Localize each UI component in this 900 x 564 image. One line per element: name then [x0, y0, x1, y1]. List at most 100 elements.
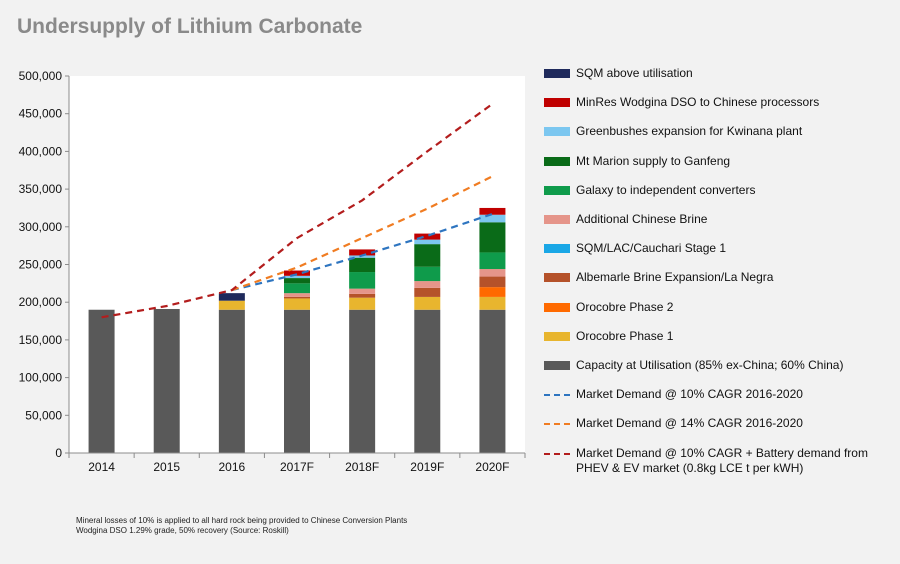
bar-segment-2017f-galaxy-to-independent-converters: [284, 283, 310, 294]
legend-swatch: [544, 273, 570, 283]
legend-swatch: [544, 361, 570, 370]
legend-swatch: [544, 423, 570, 426]
legend-label: Market Demand @ 10% CAGR + Battery deman…: [576, 445, 868, 475]
x-tick-labels: 2014 2015 2016 2017F 2018F 2019F 2020F: [88, 460, 509, 474]
y-tick-label: 500,000: [19, 69, 63, 83]
bar-segment-2018f-mt-marion-supply-to-ganfeng: [349, 257, 376, 273]
legend-label: Market Demand @ 14% CAGR 2016-2020: [576, 416, 803, 431]
legend-item: Market Demand @ 14% CAGR 2016-2020: [544, 416, 886, 431]
x-tick-label: 2017F: [280, 460, 314, 474]
bar-segment-2020f-capacity-at-utilisation-85-ex-china-60-c: [479, 309, 506, 453]
bar-segment-2017f-capacity-at-utilisation-85-ex-china-60-c: [284, 309, 310, 453]
x-tick-label: 2020F: [475, 460, 509, 474]
legend-item: Additional Chinese Brine: [544, 212, 886, 227]
y-tick-label: 300,000: [19, 220, 63, 234]
footnote: Mineral losses of 10% is applied to all …: [76, 516, 407, 536]
bar-segment-2016-orocobre-phase-1: [218, 300, 245, 310]
bar-layer: [88, 207, 506, 453]
x-tick-label: 2019F: [410, 460, 444, 474]
legend-label: SQM/LAC/Cauchari Stage 1: [576, 241, 727, 256]
bar-segment-2018f-capacity-at-utilisation-85-ex-china-60-c: [349, 309, 376, 453]
legend-swatch: [544, 127, 570, 137]
bar-segment-2015-capacity-at-utilisation-85-ex-china-60-c: [153, 308, 180, 453]
legend-item: SQM above utilisation: [544, 66, 886, 81]
bar-segment-2017f-mt-marion-supply-to-ganfeng: [284, 278, 310, 284]
bar-segment-2017f-minres-wodgina-dso-to-chinese-processors: [284, 270, 310, 276]
bar-segment-2018f-additional-chinese-brine: [349, 288, 376, 294]
legend-label: Additional Chinese Brine: [576, 212, 708, 226]
legend-item: Orocobre Phase 1: [544, 329, 886, 344]
y-tick-label: 50,000: [25, 408, 62, 422]
bar-segment-2020f-additional-chinese-brine: [479, 269, 506, 277]
bar-segment-2019f-orocobre-phase-1: [414, 296, 441, 310]
x-tick-label: 2016: [219, 460, 246, 474]
y-tick-label: 150,000: [19, 333, 63, 347]
bar-segment-2017f-greenbushes-expansion-for-kwinana-plant: [284, 275, 310, 279]
bar-segment-2016-capacity-at-utilisation-85-ex-china-60-c: [218, 309, 245, 453]
y-tick-labels: 0 50,000 100,000 150,000 200,000 250,000 300,0…: [19, 69, 63, 460]
legend-swatch: [544, 394, 570, 397]
chart-canvas: 0 50,000 100,000 150,000 200,000 250,000 300,0…: [19, 69, 526, 474]
legend-swatch: [544, 244, 570, 254]
bar-segment-2019f-minres-wodgina-dso-to-chinese-processors: [414, 233, 441, 240]
bar-segment-2019f-additional-chinese-brine: [414, 281, 441, 288]
legend-item: MinRes Wodgina DSO to Chinese processors: [544, 95, 886, 110]
y-tick-label: 350,000: [19, 182, 63, 196]
legend-swatch: [544, 69, 570, 78]
legend-item: Market Demand @ 10% CAGR + Battery deman…: [544, 446, 886, 476]
bar-segment-2017f-additional-chinese-brine: [284, 293, 310, 297]
legend-label: Orocobre Phase 1: [576, 328, 674, 343]
bar-segment-2018f-galaxy-to-independent-converters: [349, 272, 376, 289]
bar-segment-2019f-albemarle-brine-expansion-la-negra: [414, 287, 441, 297]
bar-segment-2020f-mt-marion-supply-to-ganfeng: [479, 222, 506, 253]
legend-swatch: [544, 302, 570, 312]
bar-segment-2017f-orocobre-phase-1: [284, 298, 310, 310]
legend-swatch: [544, 98, 570, 108]
bar-segment-2020f-orocobre-phase-1: [479, 296, 506, 310]
legend-label: Galaxy to independent converters: [576, 182, 756, 197]
legend-label: Capacity at Utilisation (85% ex-China; 6…: [576, 358, 844, 372]
legend-label: MinRes Wodgina DSO to Chinese processors: [576, 95, 820, 110]
bar-segment-2020f-orocobre-phase-2: [479, 287, 506, 297]
y-tick-label: 250,000: [19, 258, 63, 272]
bar-segment-2019f-capacity-at-utilisation-85-ex-china-60-c: [414, 309, 441, 453]
bar-segment-2020f-greenbushes-expansion-for-kwinana-plant: [479, 214, 506, 223]
bar-segment-2020f-galaxy-to-independent-converters: [479, 252, 506, 270]
demand-line-layer: [101, 103, 494, 319]
y-tick-label: 100,000: [19, 371, 63, 385]
legend-item: Orocobre Phase 2: [544, 300, 886, 315]
legend-swatch: [544, 452, 570, 455]
legend-label: SQM above utilisation: [576, 66, 693, 80]
bar-segment-2016-sqm-above-utilisation: [218, 293, 245, 301]
legend-item: Greenbushes expansion for Kwinana plant: [544, 124, 886, 139]
bar-segment-2018f-orocobre-phase-1: [349, 297, 376, 310]
x-tick-label: 2014: [88, 460, 115, 474]
legend-swatch: [544, 156, 570, 166]
bar-segment-2017f-albemarle-brine-expansion-la-negra: [284, 296, 310, 299]
legend-label: Greenbushes expansion for Kwinana plant: [576, 124, 803, 139]
legend-item: Albemarle Brine Expansion/La Negra: [544, 270, 886, 285]
legend-item: Market Demand @ 10% CAGR 2016-2020: [544, 387, 886, 402]
axes-layer: [65, 75, 526, 458]
bar-segment-2014-capacity-at-utilisation-85-ex-china-60-c: [88, 309, 115, 453]
bar-segment-2020f-albemarle-brine-expansion-la-negra: [479, 276, 506, 288]
footnote-line-2: Wodgina DSO 1.29% grade, 50% recovery (S…: [76, 526, 289, 535]
legend-item: Galaxy to independent converters: [544, 183, 886, 198]
x-tick-label: 2015: [153, 460, 180, 474]
legend-label: Albemarle Brine Expansion/La Negra: [576, 270, 774, 285]
legend-swatch: [544, 215, 570, 224]
y-tick-label: 200,000: [19, 295, 63, 309]
bar-segment-2018f-minres-wodgina-dso-to-chinese-processors: [349, 249, 376, 256]
bar-segment-2019f-galaxy-to-independent-converters: [414, 266, 441, 282]
y-tick-label: 0: [55, 446, 62, 460]
legend-label: Mt Marion supply to Ganfeng: [576, 153, 731, 168]
demand-line-1: [231, 212, 493, 292]
legend-item: SQM/LAC/Cauchari Stage 1: [544, 241, 886, 256]
legend-label: Market Demand @ 10% CAGR 2016-2020: [576, 387, 803, 402]
bar-segment-2020f-minres-wodgina-dso-to-chinese-processors: [479, 207, 506, 215]
legend-swatch: [544, 331, 570, 341]
y-tick-label: 400,000: [19, 144, 63, 158]
footnote-line-1: Mineral losses of 10% is applied to all …: [76, 516, 408, 525]
legend-label: Orocobre Phase 2: [576, 299, 674, 314]
